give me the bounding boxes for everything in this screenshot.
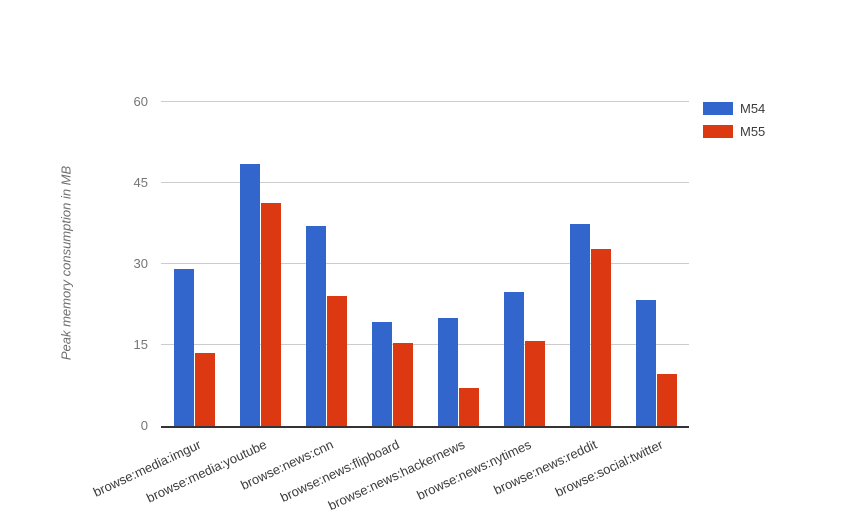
gridline-15 — [161, 344, 689, 345]
gridline-45 — [161, 182, 689, 183]
bar-m55 — [194, 353, 215, 426]
y-tick-label-45: 45 — [133, 175, 148, 190]
bar-m55 — [590, 248, 611, 426]
legend-item-m55: M55 — [703, 124, 765, 139]
gridline-60 — [161, 101, 689, 102]
legend-label-m55: M55 — [740, 124, 766, 139]
bar-m55 — [260, 202, 281, 426]
bar-m54 — [173, 269, 194, 426]
x-axis-label: browse:news:nytimes — [414, 436, 534, 503]
plot-area — [161, 101, 689, 428]
bar-group-7 — [557, 102, 623, 426]
y-axis-title: Peak memory consumption in MB — [58, 165, 74, 361]
bar-group-4 — [359, 102, 425, 426]
bar-m54 — [371, 322, 392, 426]
bar-group-3 — [293, 102, 359, 426]
bar-group-5 — [425, 102, 491, 426]
legend-swatch-m55 — [703, 125, 733, 138]
legend-label-m54: M54 — [740, 101, 766, 116]
legend: M54 M55 — [703, 101, 765, 139]
gridline-30 — [161, 263, 689, 264]
y-tick-label-15: 15 — [133, 337, 148, 352]
bar-group-6 — [491, 102, 557, 426]
bar-m55 — [326, 296, 347, 426]
bar-group-2 — [227, 102, 293, 426]
y-tick-label-30: 30 — [133, 256, 148, 271]
bar-m54 — [305, 226, 326, 426]
bar-m54 — [437, 318, 458, 426]
y-tick-label-60: 60 — [133, 94, 148, 109]
bar-m54 — [635, 299, 656, 426]
legend-swatch-m54 — [703, 102, 733, 115]
x-axis-label: browse:media:youtube — [144, 436, 270, 506]
bar-m54 — [239, 164, 260, 426]
legend-item-m54: M54 — [703, 101, 765, 116]
bar-group-8 — [623, 102, 689, 426]
bar-m55 — [656, 373, 677, 426]
bar-m54 — [569, 223, 590, 426]
bar-m55 — [392, 343, 413, 426]
y-tick-label-0: 0 — [140, 418, 148, 433]
bar-m55 — [458, 388, 479, 426]
bar-m55 — [524, 340, 545, 426]
bar-group-1 — [161, 102, 227, 426]
bar-m54 — [503, 292, 524, 426]
